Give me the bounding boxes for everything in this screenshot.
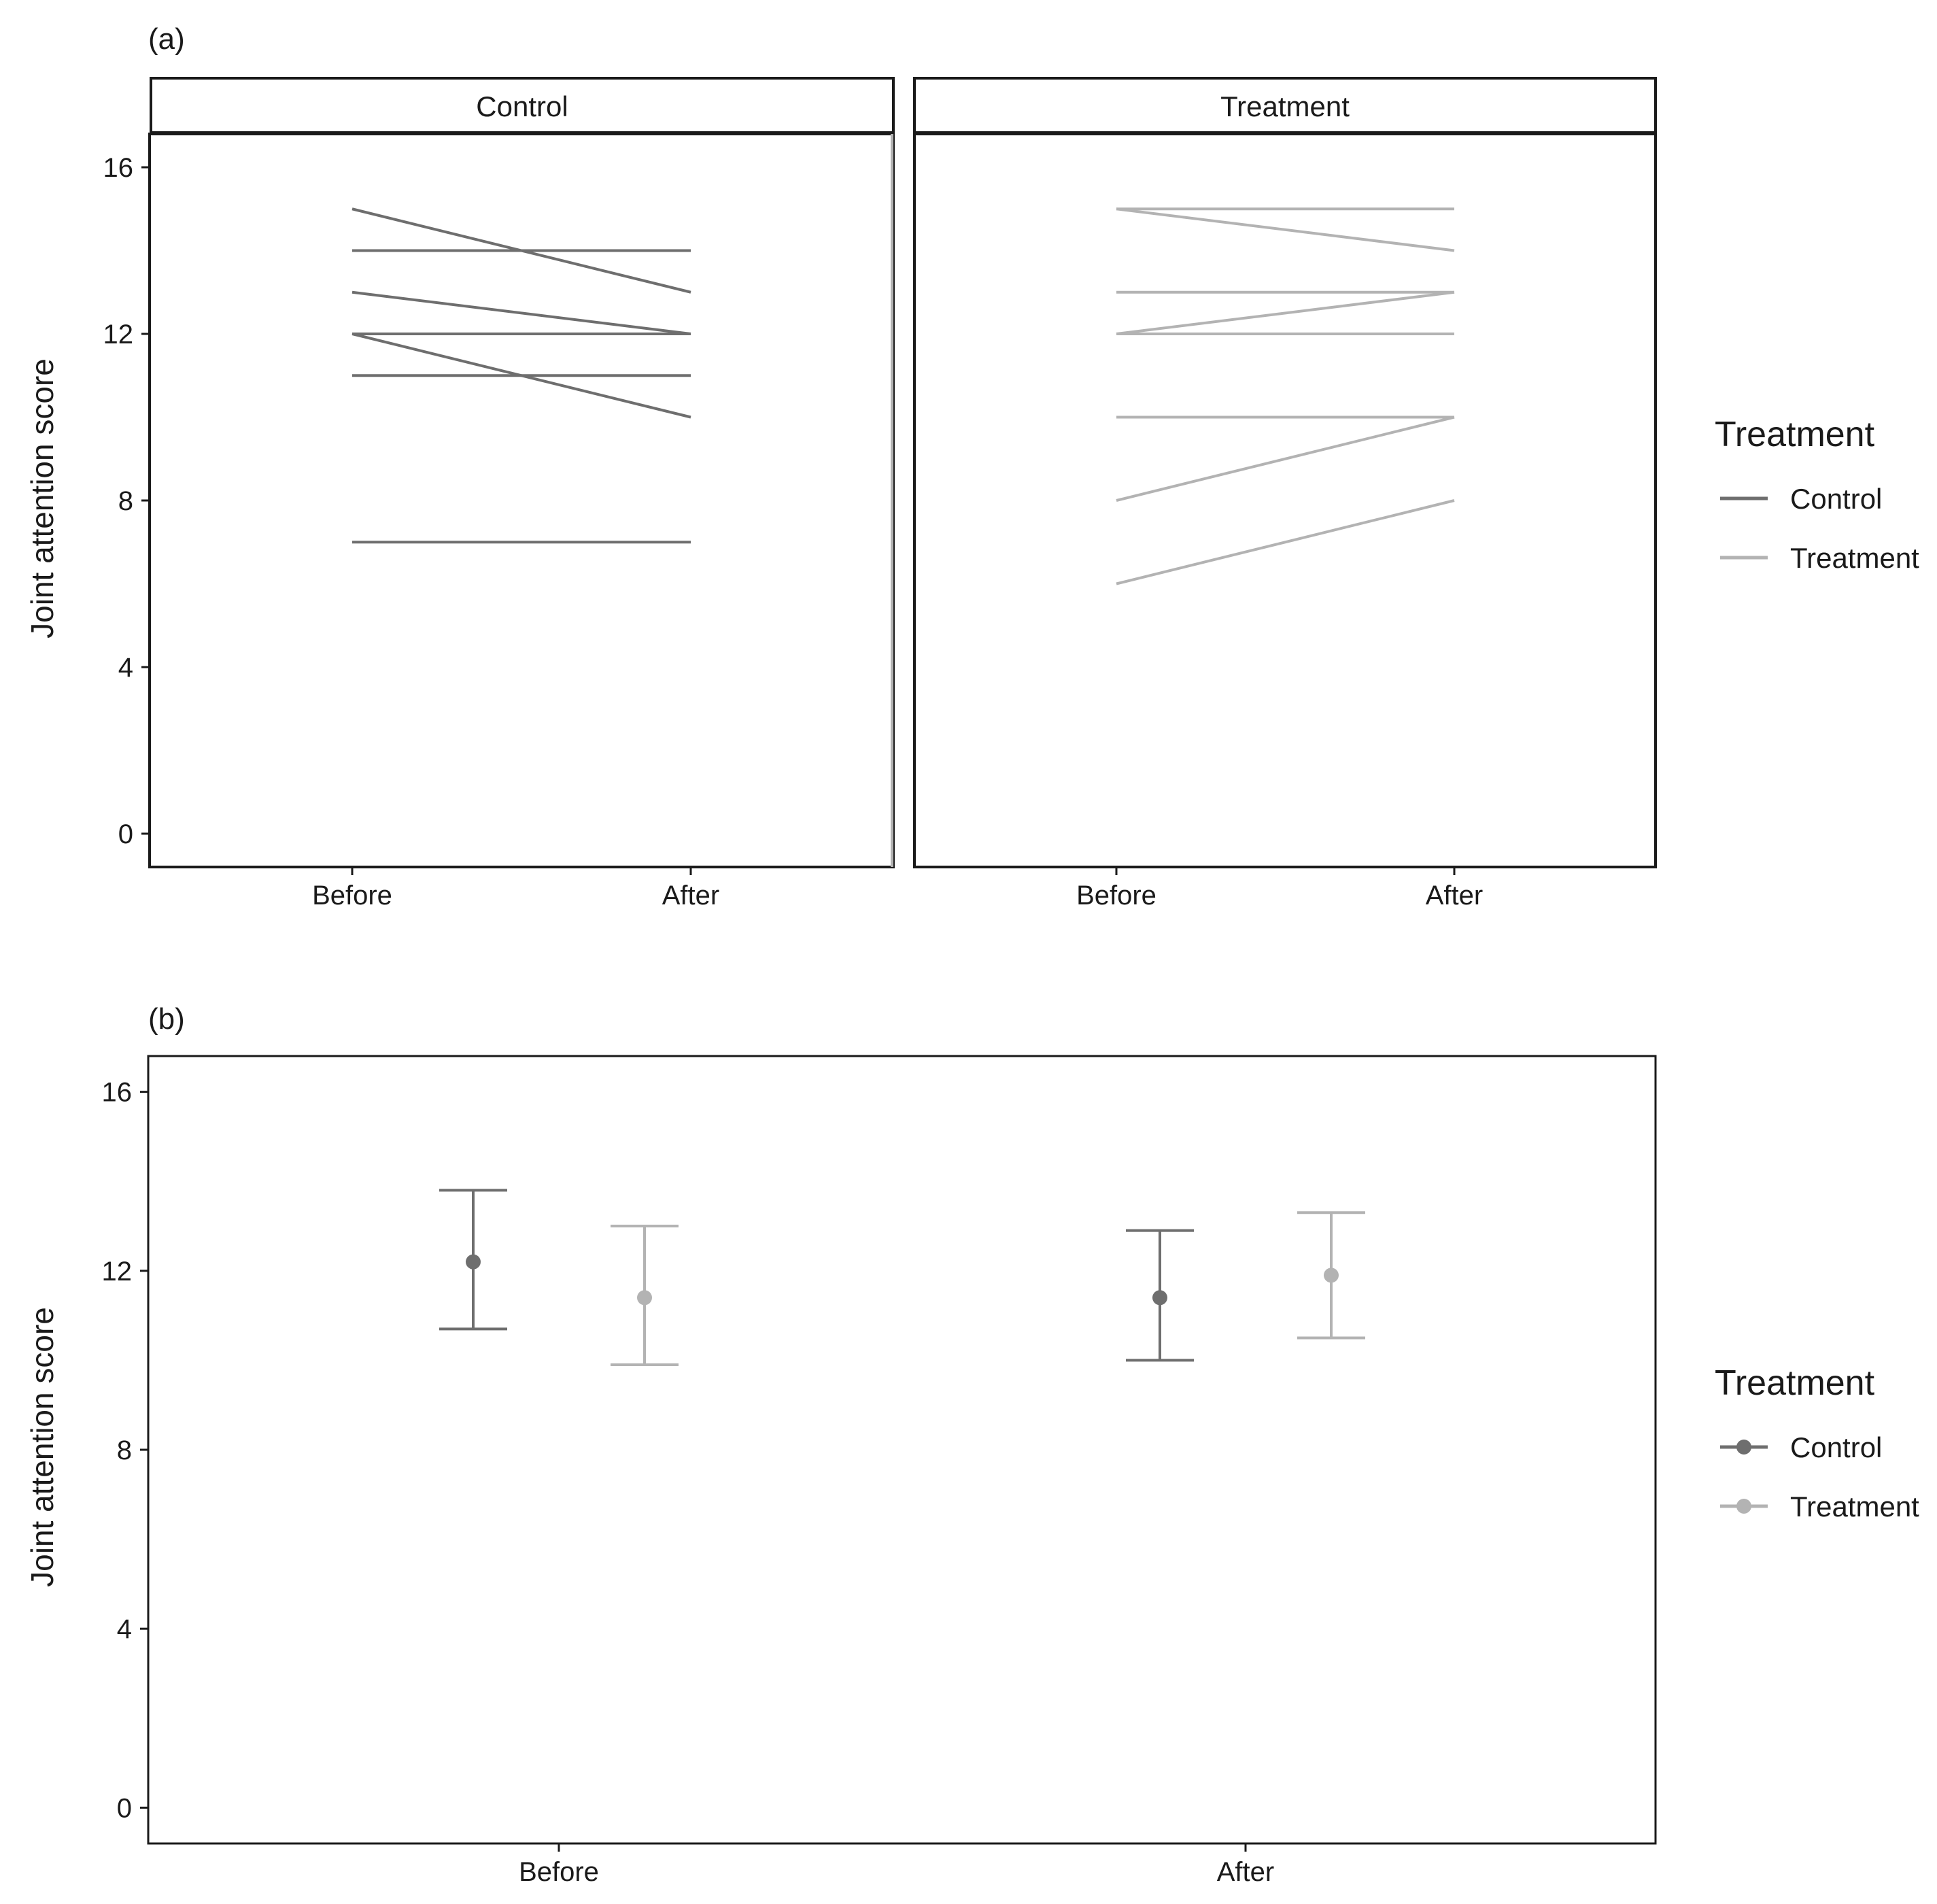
panel-a-x-tick-label: After [662, 881, 719, 911]
panel-a-legend-label-control: Control [1790, 483, 1882, 515]
panel-b-y-axis-title: Joint attention score [24, 1307, 60, 1587]
panel-a: (a) Joint attention score 0 4 8 12 16 Contro… [24, 22, 1919, 911]
mean-point-treatment [1324, 1268, 1339, 1283]
panel-b-y-tick-label: 0 [117, 1793, 132, 1823]
facet-treatment-x-ticks: Before After [1076, 867, 1483, 911]
facet-control: Control Before After [148, 77, 895, 911]
panel-b-x-ticks: Before After [519, 1843, 1274, 1887]
facet-control-strip-label: Control [476, 90, 568, 122]
facet-control-lines [352, 207, 691, 544]
panel-b-label: (b) [148, 1002, 185, 1036]
panel-b: (b) Joint attention score 0 4 8 12 16 Before… [24, 1002, 1919, 1887]
panel-b-y-tick-label: 12 [102, 1257, 133, 1287]
mean-point-control [466, 1254, 481, 1270]
panel-a-x-tick-label: Before [1076, 881, 1156, 911]
panel-a-label: (a) [148, 22, 185, 56]
panel-a-legend-label-treatment: Treatment [1790, 542, 1919, 574]
panel-b-border [147, 1055, 1657, 1845]
subject-line-treatment [1116, 499, 1455, 585]
subject-line-treatment [1116, 290, 1455, 335]
panel-a-legend: Treatment Control Treatment [1715, 415, 1919, 574]
panel-a-y-tick-label: 16 [103, 153, 134, 183]
panel-b-legend-label-treatment: Treatment [1790, 1491, 1919, 1523]
facet-control-x-ticks: Before After [312, 867, 719, 911]
panel-b-legend: Treatment Control Treatment [1715, 1363, 1919, 1523]
facet-treatment: Treatment Before After [913, 77, 1657, 911]
panel-b-legend-title: Treatment [1715, 1363, 1875, 1403]
panel-a-y-tick-label: 8 [118, 486, 133, 516]
facet-treatment-panel-border [913, 133, 1657, 868]
panel-a-y-ticks: 0 4 8 12 16 [103, 153, 150, 849]
panel-b-y-tick-label: 8 [117, 1435, 132, 1465]
panel-b-legend-label-control: Control [1790, 1431, 1882, 1463]
mean-point-control [1152, 1290, 1167, 1306]
panel-a-y-tick-label: 0 [118, 819, 133, 849]
panel-a-y-axis-title: Joint attention score [24, 358, 60, 639]
panel-a-legend-title: Treatment [1715, 415, 1875, 454]
panel-b-y-tick-label: 4 [117, 1614, 132, 1644]
panel-b-x-tick-label: Before [519, 1857, 599, 1887]
panel-a-y-tick-label: 12 [103, 320, 134, 350]
facet-treatment-lines [1116, 207, 1455, 585]
mean-point-treatment [637, 1290, 652, 1306]
panel-b-marks [439, 1189, 1365, 1366]
facet-treatment-strip-label: Treatment [1220, 90, 1350, 122]
subject-line-treatment [1116, 207, 1455, 252]
subject-line-treatment [1116, 415, 1455, 502]
facet-treatment-strip [913, 77, 1657, 134]
panel-b-y-ticks: 0 4 8 12 16 [102, 1078, 148, 1823]
panel-a-y-tick-label: 4 [118, 653, 133, 683]
panel-a-x-tick-label: After [1426, 881, 1483, 911]
panel-a-x-tick-label: Before [312, 881, 392, 911]
panel-b-legend-key-treatment-point [1736, 1499, 1751, 1514]
panel-b-legend-key-control-point [1736, 1440, 1751, 1455]
subject-line-control [352, 290, 691, 335]
panel-b-y-tick-label: 16 [102, 1078, 133, 1108]
panel-b-x-tick-label: After [1217, 1857, 1274, 1887]
